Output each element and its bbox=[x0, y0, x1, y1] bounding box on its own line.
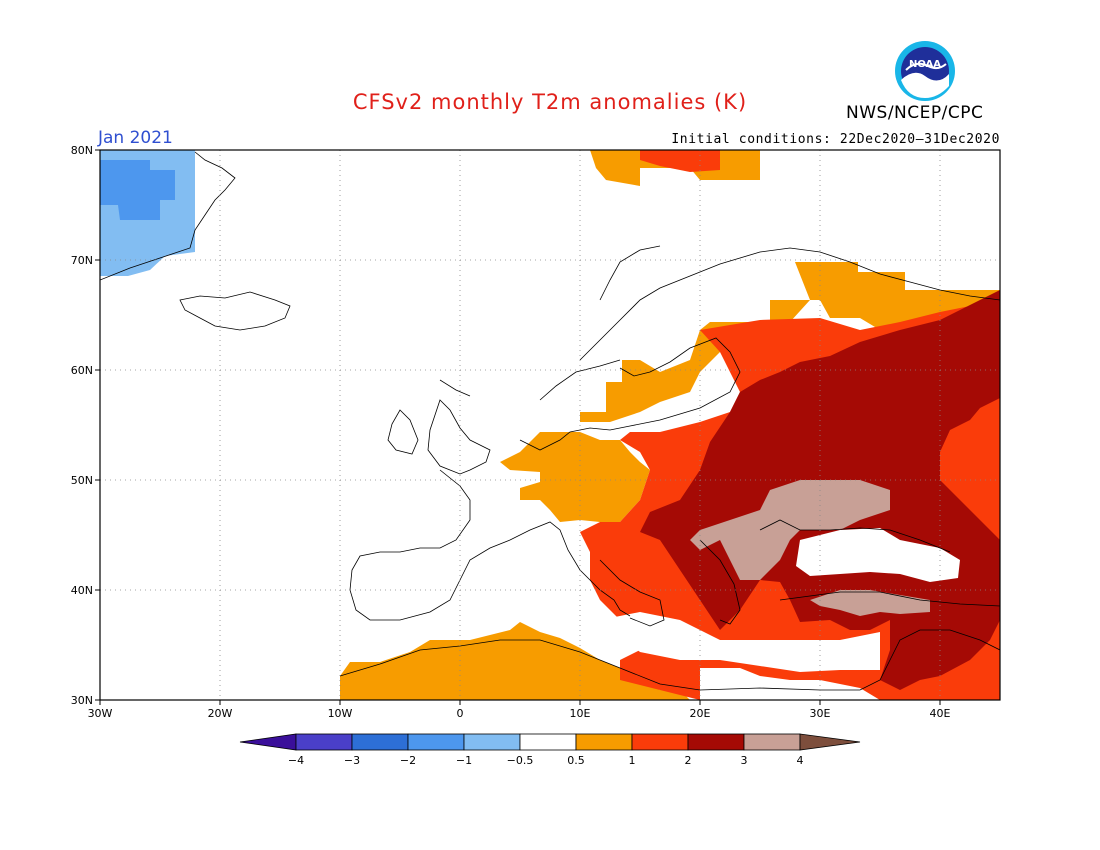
lon-label: 10W bbox=[328, 707, 353, 720]
colorbar-segment bbox=[799, 733, 861, 751]
colorbar-labels: −4 −3 −2 −1 −0.5 0.5 1 2 3 4 bbox=[288, 754, 804, 767]
colorbar-label: −1 bbox=[456, 754, 472, 767]
logo-text: NOAA bbox=[909, 59, 941, 70]
lat-label: 50N bbox=[71, 474, 93, 487]
lat-label: 40N bbox=[71, 584, 93, 597]
colorbar bbox=[239, 733, 861, 751]
colorbar-label: −4 bbox=[288, 754, 304, 767]
graticule bbox=[100, 150, 1000, 700]
noaa-logo-icon: NOAA bbox=[895, 41, 955, 101]
greenland-mid-cool-region bbox=[100, 160, 175, 220]
colorbar-segment bbox=[519, 733, 577, 751]
lat-label: 80N bbox=[71, 144, 93, 157]
colorbar-label: −0.5 bbox=[507, 754, 534, 767]
colorbar-label: 1 bbox=[629, 754, 636, 767]
anomaly-fill-layer bbox=[100, 150, 1000, 700]
lat-label: 60N bbox=[71, 364, 93, 377]
colorbar-label: 0.5 bbox=[567, 754, 585, 767]
colorbar-segment bbox=[687, 733, 745, 751]
agency-label: NWS/NCEP/CPC bbox=[846, 103, 984, 123]
map-frame bbox=[99, 149, 1001, 701]
lon-label: 0 bbox=[457, 707, 464, 720]
lon-label: 30E bbox=[810, 707, 831, 720]
forecast-month: Jan 2021 bbox=[98, 128, 173, 148]
colorbar-segment bbox=[463, 733, 521, 751]
colorbar-label: 2 bbox=[685, 754, 692, 767]
colorbar-segment bbox=[295, 733, 353, 751]
colorbar-label: −2 bbox=[400, 754, 416, 767]
coastline-layer bbox=[100, 151, 1000, 691]
colorbar-segment bbox=[239, 733, 297, 751]
colorbar-segment bbox=[575, 733, 633, 751]
north-africa-warm-region bbox=[340, 622, 690, 700]
svalbard-hot-region bbox=[640, 150, 720, 172]
lon-label: 20W bbox=[208, 707, 233, 720]
colorbar-label: 4 bbox=[797, 754, 804, 767]
colorbar-segment bbox=[351, 733, 409, 751]
colorbar-label: −3 bbox=[344, 754, 360, 767]
lon-label: 30W bbox=[88, 707, 113, 720]
colorbar-segment bbox=[407, 733, 465, 751]
map-title: CFSv2 monthly T2m anomalies (K) bbox=[352, 90, 748, 114]
initial-conditions: Initial conditions: 22Dec2020–31Dec2020 bbox=[671, 132, 1000, 147]
colorbar-label: 3 bbox=[741, 754, 748, 767]
colorbar-segment bbox=[743, 733, 801, 751]
lon-label: 10E bbox=[570, 707, 591, 720]
lon-labels: 30W 20W 10W 0 10E 20E 30E 40E bbox=[88, 707, 951, 720]
mediterranean-neutral-region bbox=[600, 612, 880, 672]
lon-label: 20E bbox=[690, 707, 711, 720]
lat-label: 70N bbox=[71, 254, 93, 267]
lat-labels: 80N 70N 60N 50N 40N 30N bbox=[71, 144, 93, 707]
scandinavia-warm-region bbox=[580, 262, 1000, 422]
tick-marks bbox=[95, 149, 941, 705]
colorbar-segment bbox=[631, 733, 689, 751]
turkey-extreme-region bbox=[810, 590, 930, 616]
central-europe-warm-region bbox=[500, 432, 650, 522]
balkans-extreme-region bbox=[690, 480, 890, 580]
lat-label: 30N bbox=[71, 694, 93, 707]
lon-label: 40E bbox=[930, 707, 951, 720]
black-sea-neutral-region bbox=[796, 528, 960, 582]
